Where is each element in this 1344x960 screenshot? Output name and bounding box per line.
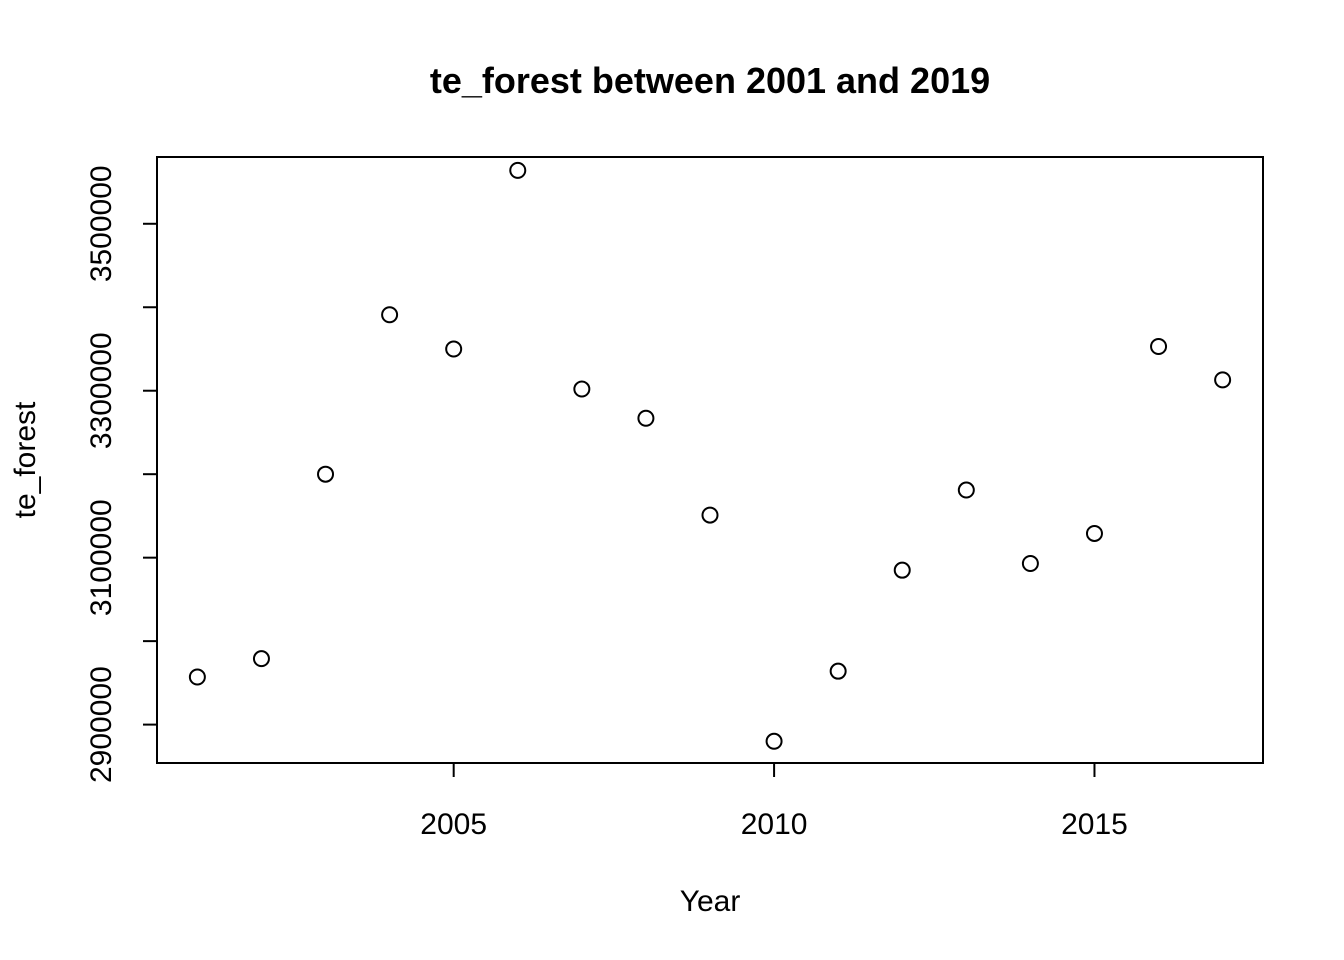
data-point	[637, 409, 655, 427]
y-axis: 2900000 3100000 3300000 3500000	[85, 165, 158, 783]
data-point	[317, 465, 335, 483]
y-axis-label: te_forest	[9, 401, 42, 518]
data-point	[1085, 524, 1103, 542]
data-point	[188, 668, 206, 686]
y-tick-label: 2900000	[85, 666, 118, 783]
x-axis-label: Year	[680, 885, 741, 918]
data-point	[445, 340, 463, 358]
data-point	[1021, 555, 1039, 573]
y-tick-label: 3100000	[85, 499, 118, 616]
data-point	[765, 732, 783, 750]
data-point	[829, 662, 847, 680]
chart-title: te_forest between 2001 and 2019	[430, 60, 990, 101]
y-tick-label: 3500000	[85, 165, 118, 282]
x-tick-label: 2015	[1061, 808, 1128, 841]
data-point	[509, 161, 527, 179]
data-point	[1150, 337, 1168, 355]
data-point	[573, 380, 591, 398]
plot-area-frame	[156, 156, 1264, 764]
data-point	[957, 481, 975, 499]
x-tick-label: 2005	[420, 808, 487, 841]
data-point	[1214, 371, 1232, 389]
data-point	[381, 306, 399, 324]
data-point	[893, 561, 911, 579]
data-point	[701, 506, 719, 524]
y-tick-label: 3300000	[85, 332, 118, 449]
x-axis: 2005 2010 2015	[420, 762, 1128, 841]
x-tick-label: 2010	[741, 808, 808, 841]
data-points	[188, 161, 1232, 750]
data-point	[252, 650, 270, 668]
